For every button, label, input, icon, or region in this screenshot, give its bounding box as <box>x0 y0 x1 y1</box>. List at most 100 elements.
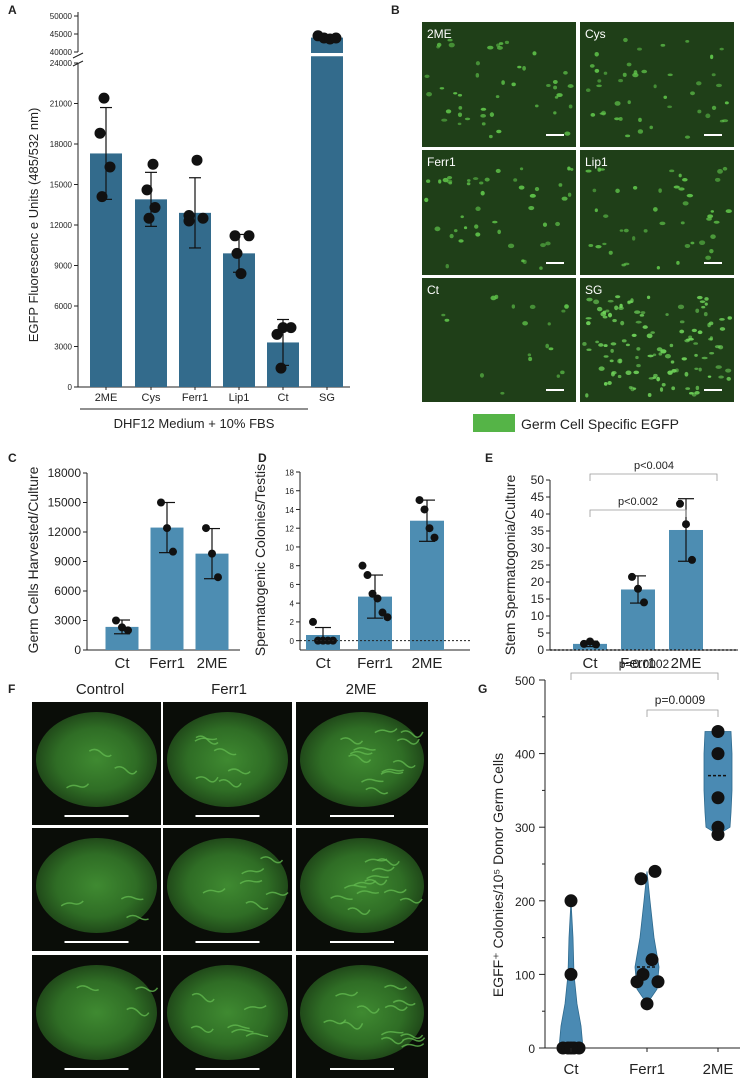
micrograph-label: Lip1 <box>585 155 608 169</box>
egfp-cell <box>595 244 602 249</box>
data-point <box>425 524 434 533</box>
colony-streak <box>239 879 263 885</box>
egfp-cell <box>475 61 481 66</box>
data-point <box>149 201 161 213</box>
ytick-label: 40000 <box>50 48 73 57</box>
testis <box>36 712 157 807</box>
egfp-cell <box>426 179 431 183</box>
egfp-cell <box>517 65 522 69</box>
egfp-cell <box>656 376 661 382</box>
egfp-cell <box>457 122 462 126</box>
egfp-cell <box>547 322 551 326</box>
ytick-label: 4 <box>290 599 295 608</box>
colony-streak <box>195 735 219 745</box>
egfp-cell <box>618 306 624 311</box>
ytick-label: 500 <box>515 674 535 688</box>
egfp-cell <box>434 226 441 232</box>
testis <box>300 838 424 933</box>
category-label: Ferr1 <box>149 655 185 672</box>
micrograph-ct <box>422 278 576 402</box>
egfp-cell <box>686 193 694 198</box>
egfp-cell <box>694 353 698 357</box>
panel-f-col-2me: 2ME <box>346 681 377 698</box>
colony-streak <box>120 895 144 901</box>
egfp-cell <box>553 111 557 115</box>
ytick-label: 9000 <box>54 555 81 569</box>
egfp-cell <box>667 105 673 109</box>
ytick-label: 35 <box>531 524 545 538</box>
colony-streak <box>243 1004 267 1011</box>
egfp-cell <box>678 173 682 178</box>
ytick-label: 15 <box>531 592 545 606</box>
egfp-cell <box>649 125 653 130</box>
egfp-cell <box>605 309 610 313</box>
colony-streak <box>392 999 416 1006</box>
egfp-cell <box>671 368 677 373</box>
egfp-cell <box>474 224 479 229</box>
egfp-cell <box>632 236 636 241</box>
data-point <box>368 589 377 598</box>
panel-e-bars <box>550 498 738 651</box>
panel-d-ylabel: Spermatogenic Colonies/Testis <box>252 464 268 656</box>
egfp-cell <box>719 327 726 331</box>
category-label: Ferr1 <box>620 655 656 672</box>
colony-streak <box>364 878 388 886</box>
panel-e: E Stem Spermatogonia/Culture 0 5 10 15 20 25 3… <box>485 451 738 672</box>
egfp-cell <box>707 214 714 219</box>
egfp-cell <box>447 175 453 180</box>
egfp-cell <box>614 117 620 121</box>
egfp-cell <box>504 40 510 45</box>
colony-streak <box>381 768 404 773</box>
egfp-cell <box>695 385 700 391</box>
egfp-cell <box>529 193 536 198</box>
panel-a-ylabel: EGFP Fluorescenc e Units (485/532 nm) <box>26 108 41 343</box>
micrograph-label: Ct <box>427 283 440 297</box>
colony-streak <box>190 1025 214 1034</box>
category-label: Ferr1 <box>182 392 208 404</box>
egfp-cell <box>704 297 709 301</box>
colony-streak <box>365 787 389 795</box>
colony-streak <box>401 1043 425 1048</box>
egfp-cell <box>695 308 700 313</box>
egfp-cell <box>585 169 592 173</box>
panel-label-d: D <box>258 451 267 465</box>
data-point <box>564 967 578 981</box>
egfp-cell <box>457 112 463 118</box>
egfp-cell <box>602 310 607 315</box>
colony-streak <box>383 888 407 894</box>
colony-streak <box>376 858 400 866</box>
colony-streak <box>381 1031 404 1036</box>
data-point <box>682 520 690 529</box>
data-point <box>191 154 203 166</box>
data-point <box>285 322 297 334</box>
egfp-cell <box>716 83 722 88</box>
colony-streak <box>356 1005 380 1014</box>
data-point <box>592 640 600 649</box>
egfp-cell <box>669 169 675 173</box>
egfp-cell <box>445 264 449 269</box>
egfp-cell <box>679 320 685 324</box>
micrograph-lip1 <box>580 150 734 275</box>
egfp-cell <box>696 295 703 300</box>
ytick-label: 15000 <box>48 496 82 510</box>
egfp-cell <box>617 374 622 379</box>
egfp-cell <box>688 337 694 341</box>
egfp-cell <box>481 122 486 126</box>
testis <box>167 838 288 933</box>
egfp-cell <box>618 79 624 83</box>
category-label: 2ME <box>703 1061 734 1078</box>
panel-c-bars <box>105 498 229 650</box>
egfp-cell <box>453 92 458 95</box>
colony-streak <box>349 750 373 755</box>
colony-streak <box>114 766 138 775</box>
egfp-cell <box>592 188 597 193</box>
data-point <box>98 92 110 104</box>
egfp-cell <box>518 185 525 190</box>
egfp-cell <box>679 329 685 334</box>
egfp-cell <box>479 181 484 185</box>
category-label: Ct <box>564 1061 580 1078</box>
colony-streak <box>245 900 269 910</box>
ytick-label: 18000 <box>48 466 82 480</box>
egfp-cell <box>699 300 706 304</box>
egfp-cell <box>710 210 715 213</box>
